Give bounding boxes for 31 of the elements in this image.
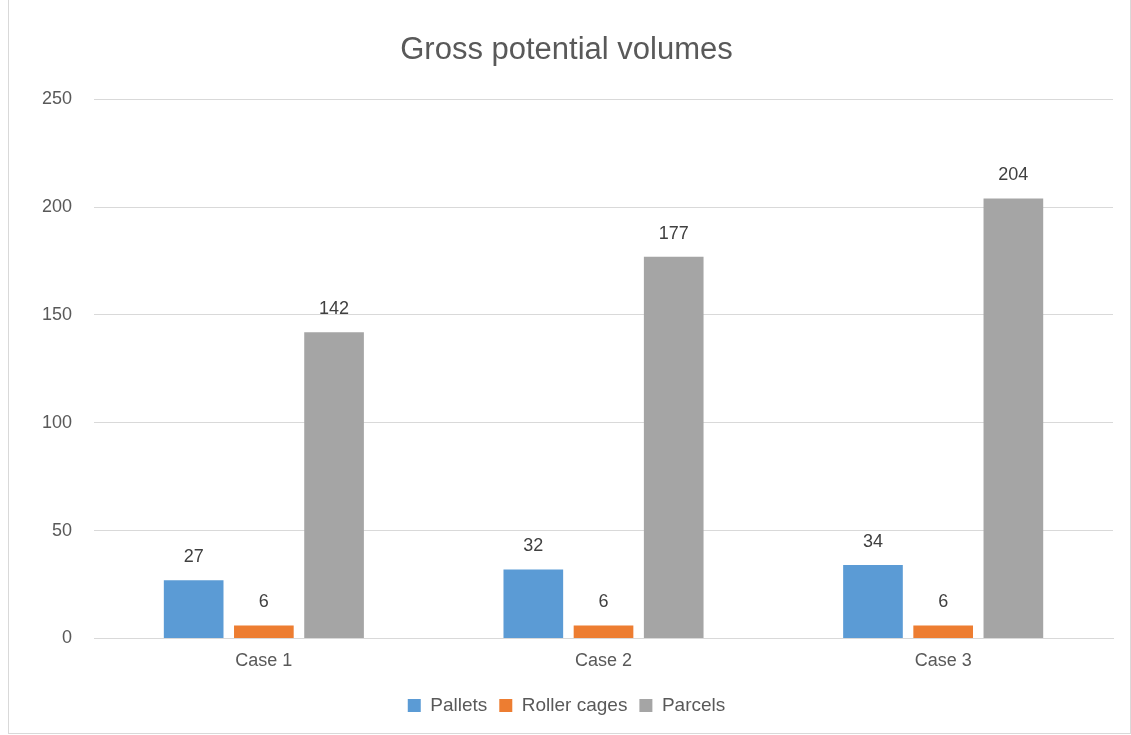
data-label: 177 (658, 222, 689, 243)
x-tick-label: Case 1 (235, 650, 293, 671)
legend-label: Roller cages (521, 693, 628, 715)
data-label: 34 (862, 531, 883, 552)
chart-title: Gross potential volumes (400, 31, 733, 67)
y-tick-label: 50 (52, 519, 73, 540)
y-tick-label: 0 (62, 627, 73, 648)
legend-label: Pallets (430, 693, 488, 715)
data-label: 204 (998, 164, 1029, 185)
bar (234, 625, 294, 638)
data-label: 6 (938, 591, 949, 612)
bar (503, 569, 564, 638)
y-tick-label: 150 (41, 303, 73, 324)
bar (163, 580, 224, 638)
y-tick-label: 200 (41, 196, 73, 217)
data-label: 6 (258, 591, 269, 612)
data-label: 6 (598, 591, 609, 612)
bar (983, 198, 1044, 638)
x-tick-label: Case 2 (574, 650, 633, 671)
bar (304, 332, 364, 638)
data-label: 27 (183, 546, 204, 567)
data-label: 32 (523, 535, 544, 556)
legend-label: Parcels (661, 693, 726, 715)
bar (913, 625, 974, 638)
y-tick-label: 100 (41, 411, 73, 432)
data-label: 142 (319, 298, 350, 319)
bar (573, 625, 634, 638)
bar (643, 256, 704, 638)
y-tick-label: 250 (41, 88, 73, 109)
bar (843, 565, 903, 638)
x-tick-label: Case 3 (914, 650, 972, 671)
